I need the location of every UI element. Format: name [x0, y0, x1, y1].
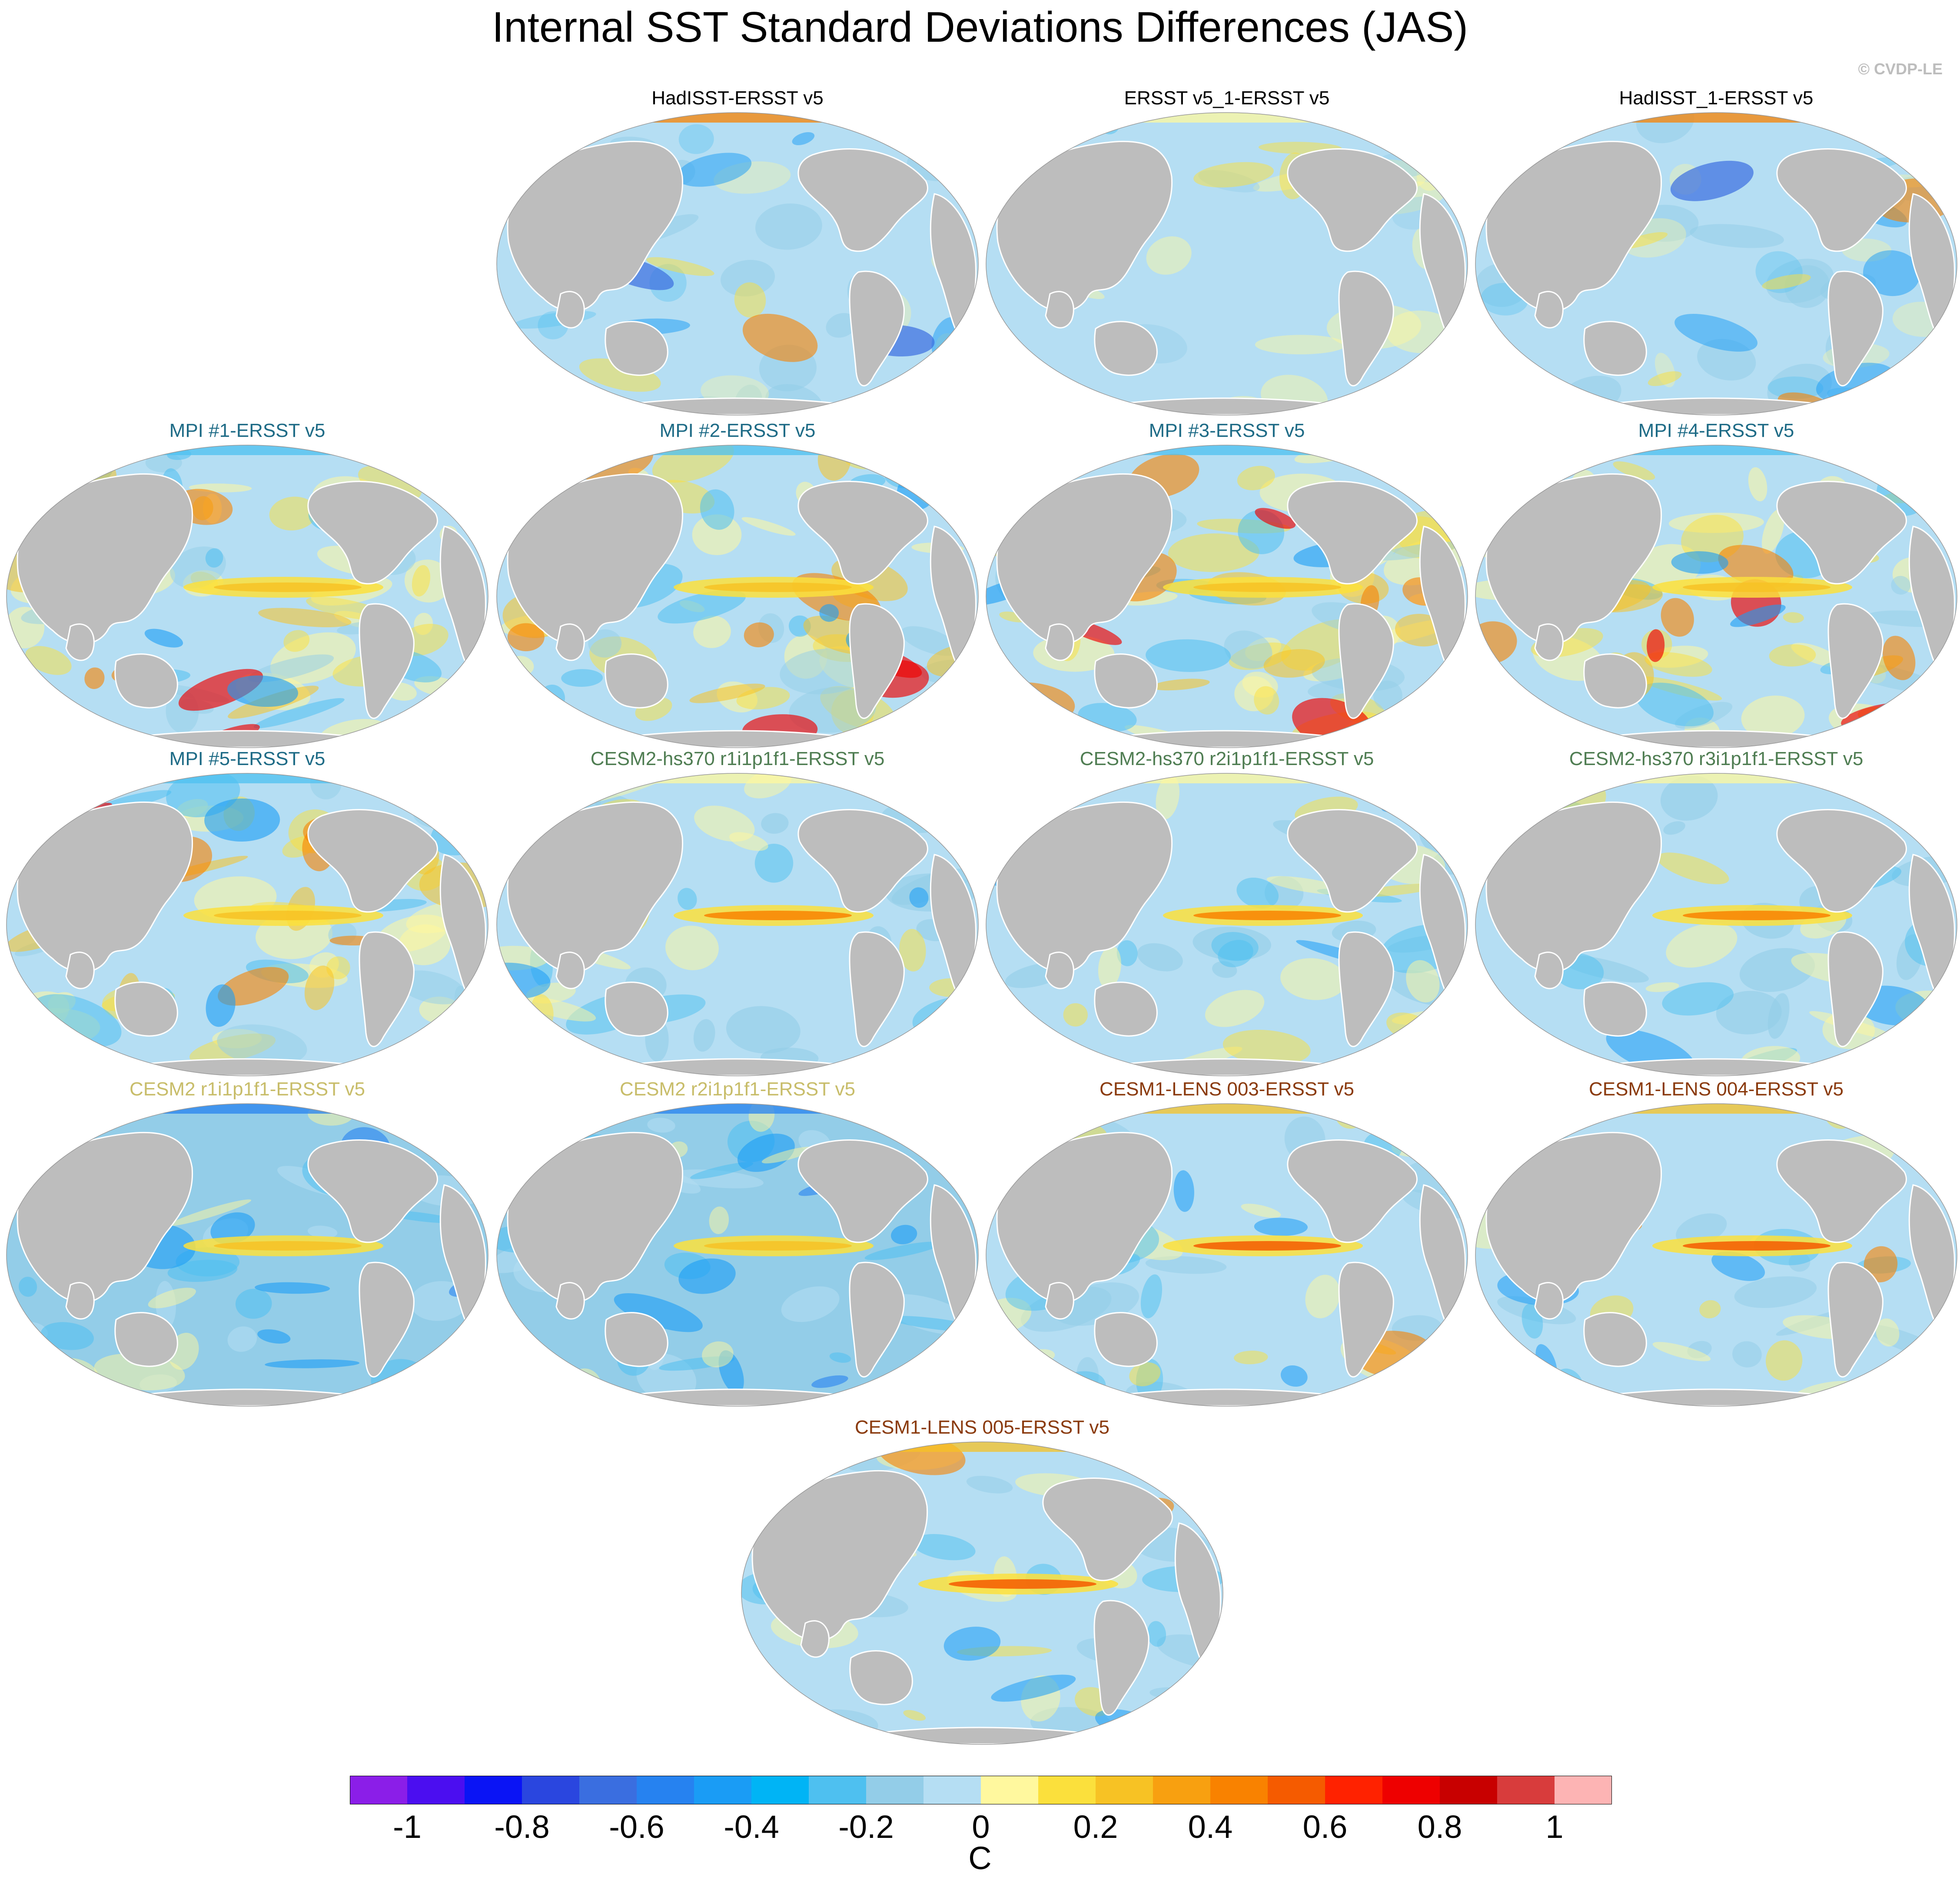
colorbar-swatch [1497, 1776, 1555, 1804]
colorbar-swatch [1153, 1776, 1211, 1804]
colorbar-swatch [924, 1776, 981, 1804]
panel-title: MPI #3-ERSST v5 [1149, 420, 1305, 441]
world-map [6, 1103, 488, 1407]
world-map [986, 1103, 1468, 1407]
colorbar-tick-label: -0.6 [609, 1809, 664, 1845]
panel-title: CESM1-LENS 003-ERSST v5 [1099, 1078, 1355, 1100]
colorbar-swatch [1268, 1776, 1325, 1804]
panel-title: HadISST_1-ERSST v5 [1619, 87, 1814, 109]
panel-title: ERSST v5_1-ERSST v5 [1124, 87, 1330, 109]
colorbar-swatch [579, 1776, 637, 1804]
colorbar-swatch [866, 1776, 924, 1804]
colorbar-swatch [407, 1776, 465, 1804]
colorbar-tick-label: 0 [972, 1809, 990, 1845]
world-map [496, 445, 979, 748]
world-map [1475, 112, 1957, 416]
colorbar-tick-label: -0.4 [724, 1809, 779, 1845]
copyright-label: © CVDP-LE [1858, 60, 1943, 78]
colorbar-swatch [981, 1776, 1039, 1804]
figure-title: Internal SST Standard Deviations Differe… [492, 3, 1468, 51]
panel-title: CESM2 r1i1p1f1-ERSST v5 [129, 1078, 365, 1100]
world-map [986, 773, 1468, 1076]
panel-title: CESM2 r2i1p1f1-ERSST v5 [619, 1078, 856, 1100]
colorbar-tick-label: -1 [393, 1809, 422, 1845]
colorbar-swatch [637, 1776, 694, 1804]
colorbar-units: C [968, 1840, 992, 1876]
colorbar-swatch [809, 1776, 867, 1804]
colorbar-tick-label: -0.2 [838, 1809, 894, 1845]
colorbar-tick-label: 0.6 [1302, 1809, 1348, 1845]
colorbar-swatch [1382, 1776, 1440, 1804]
world-map [741, 1441, 1223, 1745]
world-map [986, 112, 1468, 416]
panel-title: CESM2-hs370 r1i1p1f1-ERSST v5 [590, 748, 885, 769]
colorbar-swatch [1440, 1776, 1498, 1804]
colorbar-swatch [694, 1776, 752, 1804]
panel-title: MPI #5-ERSST v5 [169, 748, 326, 769]
colorbar-swatch [1096, 1776, 1153, 1804]
panel-title: MPI #4-ERSST v5 [1638, 420, 1794, 441]
colorbar-swatch [1038, 1776, 1096, 1804]
world-map [6, 445, 488, 748]
colorbar-tick-label: 0.4 [1188, 1809, 1233, 1845]
world-map [1475, 445, 1957, 748]
world-map [496, 112, 979, 416]
world-map [986, 445, 1468, 748]
world-map [6, 773, 488, 1076]
colorbar [350, 1776, 1612, 1804]
panel-title: MPI #1-ERSST v5 [169, 420, 326, 441]
panel-title: CESM1-LENS 005-ERSST v5 [854, 1417, 1110, 1438]
colorbar-swatch [1210, 1776, 1268, 1804]
panel-title: CESM1-LENS 004-ERSST v5 [1588, 1078, 1844, 1100]
colorbar-tick-label: -0.8 [494, 1809, 550, 1845]
colorbar-tick-label: 0.8 [1417, 1809, 1462, 1845]
colorbar-swatch [751, 1776, 809, 1804]
panel-title: CESM2-hs370 r3i1p1f1-ERSST v5 [1569, 748, 1864, 769]
colorbar-swatch [1325, 1776, 1383, 1804]
panel-title: CESM2-hs370 r2i1p1f1-ERSST v5 [1080, 748, 1374, 769]
colorbar-swatch [1555, 1776, 1612, 1804]
colorbar-swatch [350, 1776, 408, 1804]
world-map [496, 773, 979, 1076]
colorbar-swatch [465, 1776, 522, 1804]
world-map [1475, 773, 1957, 1076]
world-map [1475, 1103, 1957, 1407]
colorbar-tick-label: 1 [1545, 1809, 1564, 1845]
panel-title: HadISST-ERSST v5 [651, 87, 824, 109]
colorbar-tick-label: 0.2 [1073, 1809, 1118, 1845]
colorbar-swatch [522, 1776, 580, 1804]
world-map [496, 1103, 979, 1407]
panel-title: MPI #2-ERSST v5 [659, 420, 816, 441]
